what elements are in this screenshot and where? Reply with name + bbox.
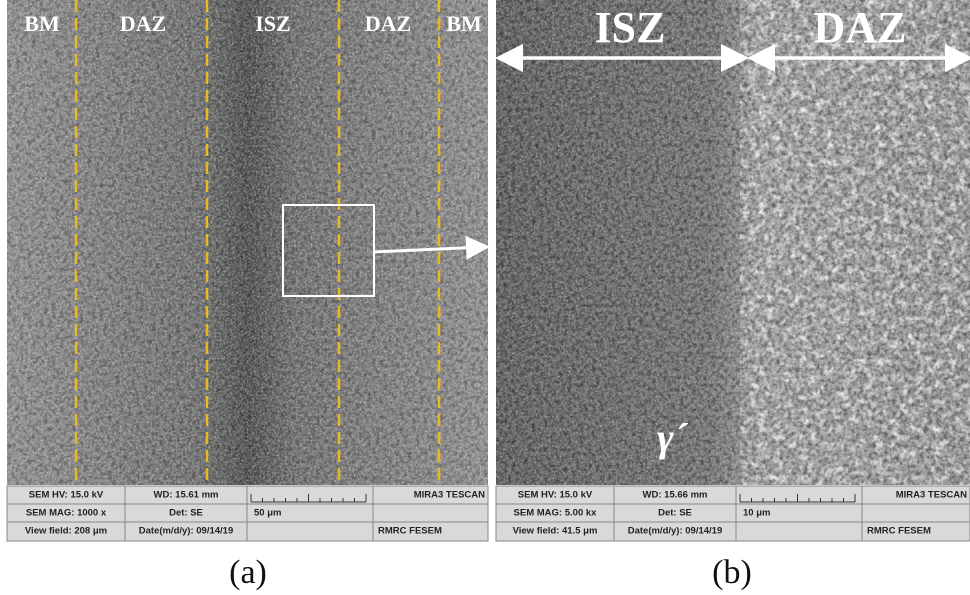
info-text: MIRA3 TESCAN: [414, 490, 485, 501]
info-text: WD: 15.61 mm: [154, 490, 219, 501]
zone-label: DAZ: [365, 11, 411, 36]
zone-label: BM: [446, 11, 482, 36]
info-text: 50 μm: [254, 508, 281, 519]
info-text: SEM HV: 15.0 kV: [29, 490, 104, 501]
zone-label: BM: [24, 11, 60, 36]
info-text: SEM HV: 15.0 kV: [518, 490, 593, 501]
figure: BM DAZ ISZ DAZ BM ISZ DAZ γ´ SEM HV: 15.…: [0, 0, 970, 595]
caption: (b): [712, 554, 752, 591]
caption: (a): [229, 554, 267, 591]
info-text: View field: 41.5 μm: [513, 526, 598, 537]
info-text: SEM MAG: 5.00 kx: [514, 508, 598, 519]
zone-label: ISZ: [595, 3, 666, 52]
info-text: View field: 208 μm: [25, 526, 107, 537]
micrograph-a: [7, 0, 488, 485]
info-bar: SEM HV: 15.0 kV WD: 15.66 mm MIRA3 TESCAN S…: [496, 486, 970, 541]
info-text: Det: SE: [169, 508, 203, 519]
info-text: Det: SE: [658, 508, 692, 519]
info-bar: SEM HV: 15.0 kV WD: 15.61 mm MIRA3 TESCAN S…: [7, 486, 488, 541]
micrograph-b: [496, 0, 970, 485]
info-text: Date(m/d/y): 09/14/19: [628, 526, 723, 537]
info-text: Date(m/d/y): 09/14/19: [139, 526, 234, 537]
figure-svg: BM DAZ ISZ DAZ BM ISZ DAZ γ´ SEM HV: 15.…: [0, 0, 970, 595]
info-text: MIRA3 TESCAN: [896, 490, 967, 501]
info-text: 10 μm: [743, 508, 770, 519]
zone-label: DAZ: [814, 3, 907, 52]
info-text: RMRC FESEM: [378, 526, 442, 537]
info-text: RMRC FESEM: [867, 526, 931, 537]
zone-label: DAZ: [120, 11, 166, 36]
zone-label: ISZ: [255, 11, 290, 36]
info-text: WD: 15.66 mm: [643, 490, 708, 501]
phase-label: γ´: [657, 415, 689, 460]
info-text: SEM MAG: 1000 x: [26, 508, 107, 519]
